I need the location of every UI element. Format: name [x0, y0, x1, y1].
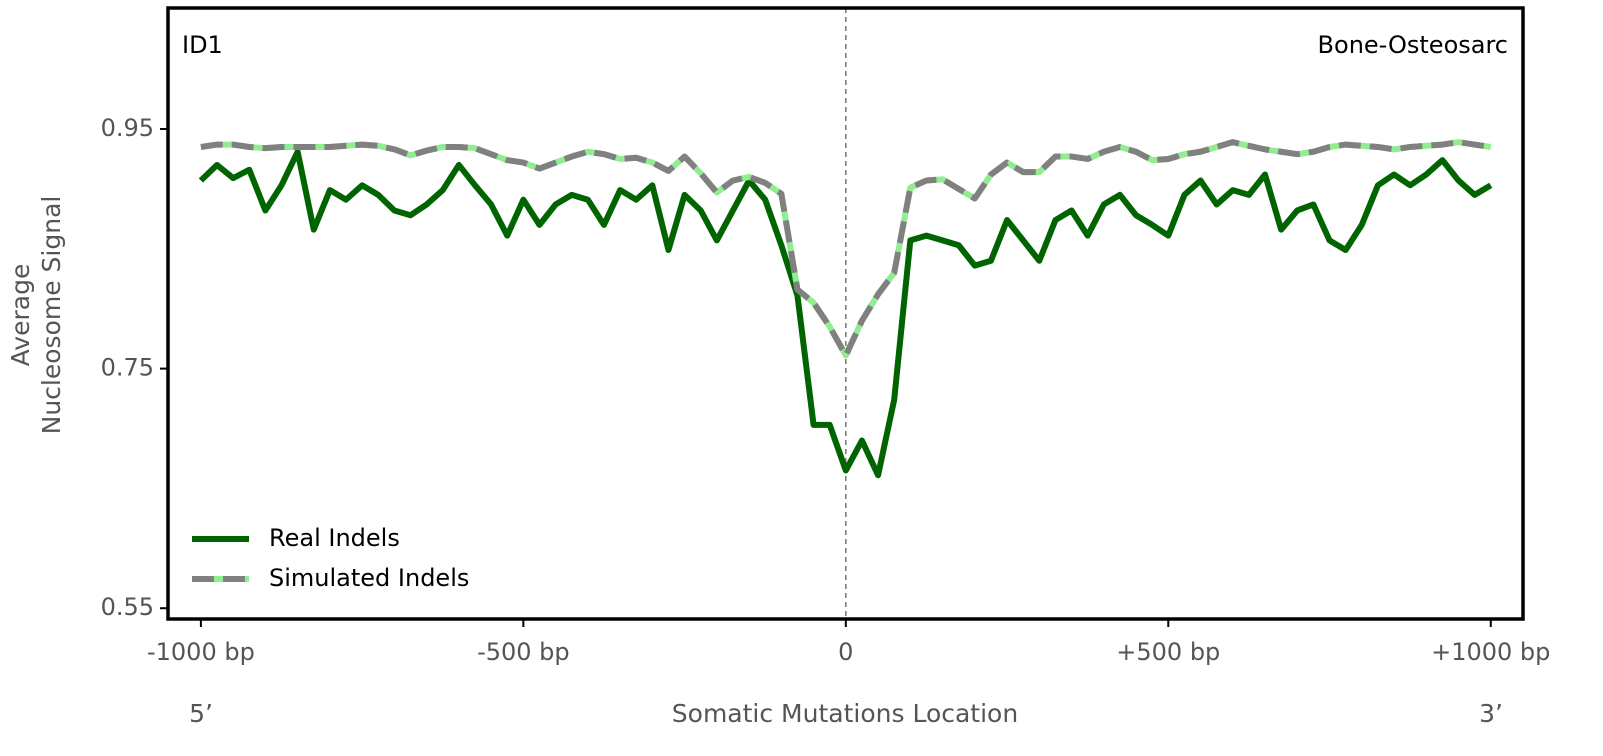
x-axis-end-label: 5’	[189, 699, 213, 728]
x-tick-label: 0	[838, 638, 853, 666]
legend-label: Simulated Indels	[269, 564, 469, 592]
annotation-left: ID1	[182, 31, 223, 59]
y-tick-label: 0.75	[101, 354, 154, 382]
y-tick-label: 0.95	[101, 114, 154, 142]
annotation-right: Bone-Osteosarc	[1318, 31, 1508, 59]
y-tick-label: 0.55	[101, 593, 154, 621]
plot-frame	[166, 6, 1525, 621]
x-tick-label: -1000 bp	[147, 638, 255, 666]
series-line	[198, 148, 1493, 479]
x-axis-label: Somatic Mutations Location	[672, 699, 1018, 728]
x-tick-label: -500 bp	[477, 638, 570, 666]
x-axis-end-label: 3’	[1479, 699, 1503, 728]
series-line	[200, 139, 1492, 359]
y-axis-label: Average	[6, 264, 35, 367]
y-axis-label: Nucleosome Signal	[37, 196, 66, 435]
legend-label: Real Indels	[269, 524, 400, 552]
x-tick-label: +1000 bp	[1431, 638, 1550, 666]
x-tick-label: +500 bp	[1116, 638, 1220, 666]
